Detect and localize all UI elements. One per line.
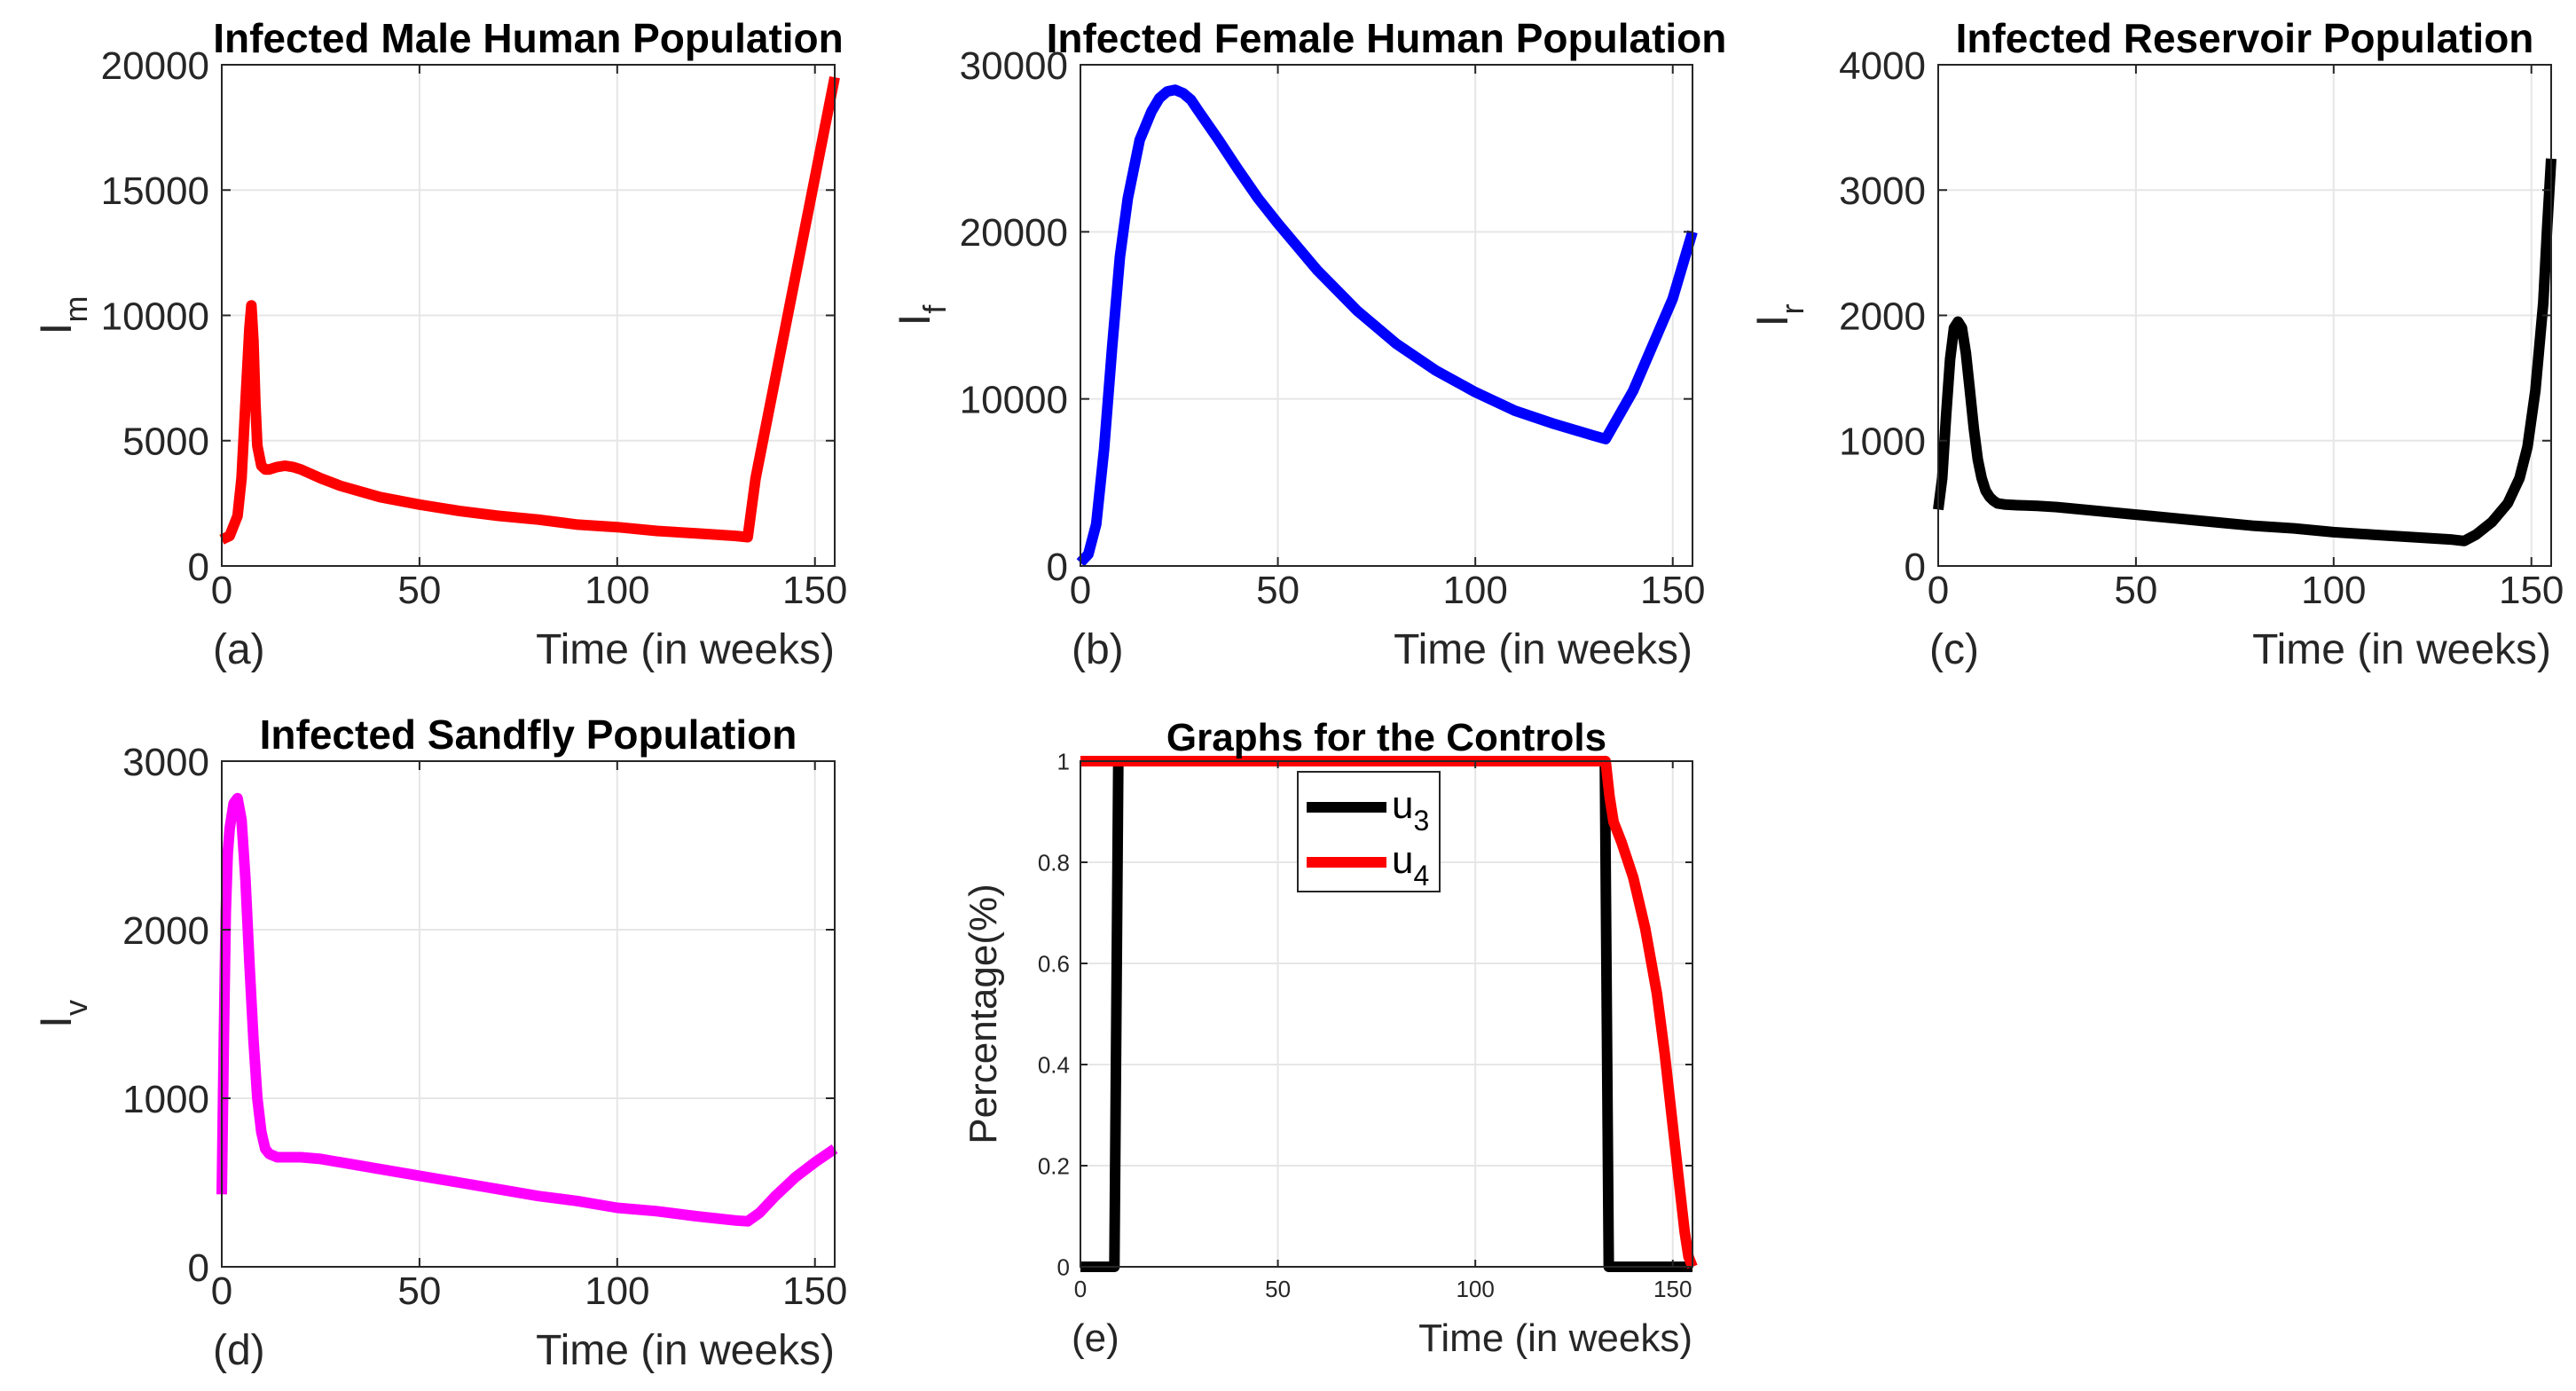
panel-e-x-tick-label: 150: [1653, 1276, 1692, 1302]
panel-c-y-tick-label: 4000: [1839, 44, 1926, 88]
panel-d-axes-box: [221, 760, 836, 1268]
panel-a-x-tick-label: 100: [585, 569, 649, 612]
panel-c-x-tick-label: 100: [2301, 569, 2366, 612]
panel-e-x-tick-label: 100: [1456, 1276, 1494, 1302]
panel-b-x-axis-label: Time (in weeks): [1394, 626, 1692, 673]
panel-e-y-tick-label: 0.4: [1038, 1051, 1070, 1078]
panel-a-y-tick-label: 10000: [101, 295, 209, 338]
panel-e: 0 50 100 150 0 0.2 0.4 0.6 0.8 1 Graphs for the Co…: [962, 716, 1698, 1360]
panel-d-series-line-1: [216, 792, 838, 1227]
panel-a-y-tick-label: 0: [188, 546, 209, 589]
panel-a-y-axis-label: Im: [31, 296, 94, 335]
panel-c-title: Infected Reservoir Population: [1956, 15, 2534, 61]
panel-e-y-tick-label: 0.6: [1038, 950, 1070, 977]
panel-a-x-tick-label: 50: [397, 569, 441, 612]
panel-c-series-line-1: [1933, 158, 2556, 546]
panel-b-y-tick-label: 30000: [960, 44, 1068, 88]
panel-e-y-tick-label: 0: [1057, 1253, 1070, 1280]
panel-b-x-tick-label: 50: [1256, 569, 1300, 612]
panel-c-x-axis-label: Time (in weeks): [2252, 626, 2551, 673]
panel-c-x-tick-label: 0: [1928, 569, 1949, 612]
panel-a-y-tick-label: 20000: [101, 44, 209, 88]
panel-d-title: Infected Sandfly Population: [260, 711, 797, 758]
panel-d-x-tick-label: 100: [585, 1269, 649, 1313]
panel-a-y-tick-label: 15000: [101, 169, 209, 213]
panel-e-x-tick-label: 0: [1074, 1276, 1087, 1302]
panel-c-y-axis-label: Ir: [1747, 304, 1810, 327]
panel-b-x-tick-label: 100: [1442, 569, 1507, 612]
panel-c-y-tick-label: 2000: [1839, 295, 1926, 338]
panel-a-panel-label: (a): [213, 626, 265, 673]
panel-d-y-tick-label: 1000: [122, 1078, 209, 1121]
panel-d-x-tick-label: 0: [211, 1269, 232, 1313]
panel-d-x-tick-label: 150: [782, 1269, 847, 1313]
panel-e-y-tick-label: 0.8: [1038, 849, 1070, 876]
panel-c-panel-label: (c): [1929, 626, 1979, 673]
panel-b-axes-box: [1080, 64, 1693, 567]
panel-e-y-axis-label: Percentage(%): [962, 884, 1005, 1143]
panel-e-legend-box: [1297, 771, 1441, 892]
panel-b-series-line-1: [1076, 84, 1698, 567]
panel-d-x-axis-label: Time (in weeks): [536, 1327, 835, 1374]
panel-b-x-tick-label: 150: [1640, 569, 1705, 612]
panel-e-panel-label: (e): [1072, 1316, 1119, 1360]
panel-d-y-tick-label: 0: [188, 1246, 209, 1290]
panel-e-legend-label-1: u3: [1392, 783, 1429, 837]
panel-e-x-axis-label: Time (in weeks): [1418, 1316, 1692, 1360]
panel-d-y-tick-label: 2000: [122, 909, 209, 953]
panel-d-x-tick-label: 50: [397, 1269, 441, 1313]
panel-b-y-tick-label: 0: [1047, 546, 1068, 589]
panel-b-y-tick-label: 20000: [960, 211, 1068, 255]
panel-d-plot-area: [222, 761, 835, 1267]
panel-d: 0 50 100 150 0 1000 2000 3000 Infected Sandfly P…: [31, 711, 847, 1374]
panel-e-x-tick-label: 50: [1265, 1276, 1291, 1302]
panel-e-series-line-2: [1080, 756, 1698, 1269]
panel-c-x-tick-label: 150: [2499, 569, 2564, 612]
panel-a-y-tick-label: 5000: [122, 420, 209, 464]
panel-c-y-tick-label: 1000: [1839, 420, 1926, 464]
panel-b-plot-area: [1080, 65, 1692, 566]
panel-e-axes-box: [1080, 760, 1693, 1268]
panel-c-x-tick-label: 50: [2114, 569, 2157, 612]
panel-d-panel-label: (d): [213, 1327, 265, 1374]
panel-b-panel-label: (b): [1072, 626, 1124, 673]
panel-a-title: Infected Male Human Population: [213, 15, 844, 61]
panel-a-series-line-1: [219, 75, 840, 545]
panel-e-title: Graphs for the Controls: [1166, 716, 1606, 759]
panel-e-legend-label-2: u4: [1392, 838, 1429, 892]
panel-d-y-axis-label: Iv: [31, 1000, 94, 1028]
panel-a-x-tick-label: 150: [782, 569, 847, 612]
panel-c: 0 50 100 150 0 1000 2000 3000 4000 Infected Reser…: [1747, 15, 2564, 673]
panel-a-x-tick-label: 0: [211, 569, 232, 612]
panel-b-x-tick-label: 0: [1070, 569, 1091, 612]
panel-c-y-tick-label: 0: [1905, 546, 1926, 589]
panel-e-y-tick-label: 1: [1057, 748, 1070, 774]
panel-b-y-tick-label: 10000: [960, 379, 1068, 422]
panel-b-y-axis-label: If: [890, 304, 953, 326]
panel-c-y-tick-label: 3000: [1839, 169, 1926, 213]
panel-b-title: Infected Female Human Population: [1047, 15, 1727, 61]
panel-d-y-tick-label: 3000: [122, 741, 209, 784]
panel-a-x-axis-label: Time (in weeks): [536, 626, 835, 673]
panel-e-y-tick-label: 0.2: [1038, 1152, 1070, 1179]
